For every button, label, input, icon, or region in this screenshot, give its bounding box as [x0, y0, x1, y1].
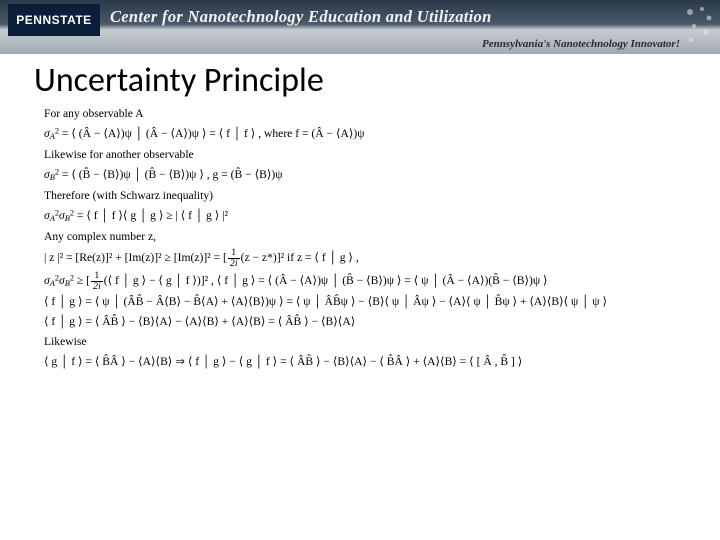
text-line: Any complex number z,: [44, 228, 720, 246]
equation-line: | z |² = [Re(z)]² + [Im(z)]² ≥ [Im(z)]² …: [44, 248, 720, 269]
content-region: For any observable A σA2 = ⟨ (Â − ⟨A⟩)ψ …: [0, 105, 720, 371]
equation-line: σB2 = ⟨ (B̂ − ⟨B⟩)ψ │ (B̂ − ⟨B⟩)ψ ⟩ , g …: [44, 166, 720, 185]
banner-subtitle: Pennsylvania's Nanotechnology Innovator!: [482, 38, 680, 50]
text-line: Likewise for another observable: [44, 146, 720, 164]
banner-title: Center for Nanotechnology Education and …: [110, 7, 492, 27]
equation-line: σA2σB2 = ⟨ f │ f ⟩⟨ g │ g ⟩ ≥ | ⟨ f │ g …: [44, 207, 720, 226]
decor-dots-icon: [684, 4, 714, 50]
text-line: Likewise: [44, 333, 720, 351]
pennstate-logo: PENNSTATE: [8, 4, 100, 36]
slide-title: Uncertainty Principle: [34, 60, 720, 101]
equation-line: σA2σB2 ≥ [12i(⟨ f │ g ⟩ − ⟨ g │ f ⟩)]² ,…: [44, 271, 720, 292]
text-line: For any observable A: [44, 105, 720, 123]
equation-line: σA2 = ⟨ (Â − ⟨A⟩)ψ │ (Â − ⟨A⟩)ψ ⟩ = ⟨ f …: [44, 125, 720, 144]
equation-line: ⟨ f │ g ⟩ = ⟨ ψ │ (ÂB̂ − Â⟨B⟩ − B̂⟨A⟩ + …: [44, 293, 720, 311]
header-banner: PENNSTATE Center for Nanotechnology Educ…: [0, 0, 720, 54]
equation-line: ⟨ f │ g ⟩ = ⟨ ÂB̂ ⟩ − ⟨B⟩⟨A⟩ − ⟨A⟩⟨B⟩ + …: [44, 313, 720, 331]
equation-line: ⟨ g │ f ⟩ = ⟨ B̂Â ⟩ − ⟨A⟩⟨B⟩ ⇒ ⟨ f │ g ⟩…: [44, 353, 720, 371]
text-line: Therefore (with Schwarz inequality): [44, 187, 720, 205]
